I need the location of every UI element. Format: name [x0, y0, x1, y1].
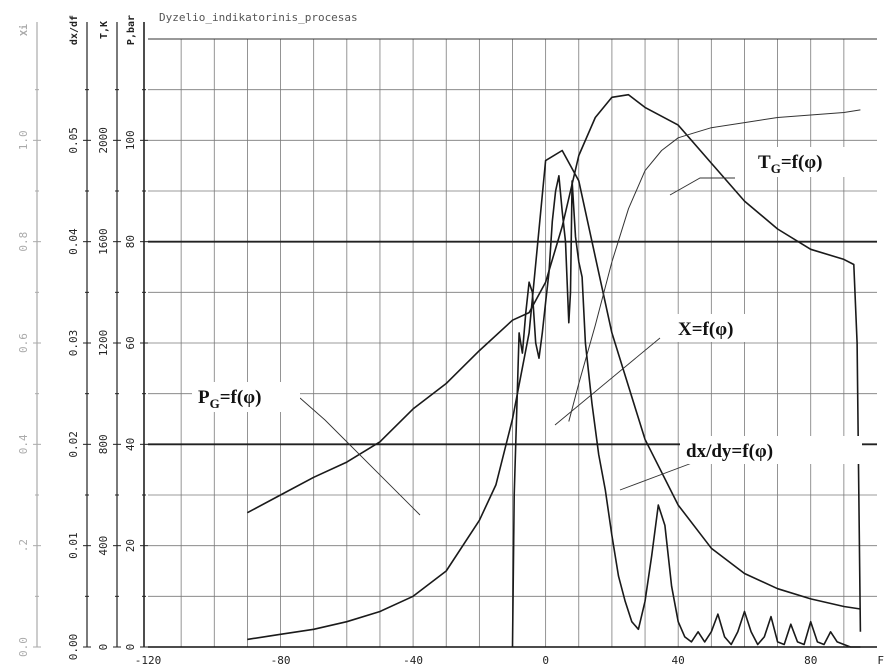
y-tick-label: 1600 [97, 228, 110, 255]
y-tick-label: 80 [124, 235, 137, 248]
annotation-box [192, 382, 300, 412]
annotations: TG=f(φ) X=f(φ) PG=f(φ) dx/dy=f(φ) [192, 147, 864, 464]
x-tick-label: -120 [135, 654, 162, 667]
y-tick-label: 20 [124, 539, 137, 552]
annotation-leader [669, 177, 735, 196]
x-tick-label: 0 [542, 654, 549, 667]
y-tick-label: 100 [124, 130, 137, 150]
y-tick-label: 0.04 [67, 228, 80, 255]
y-tick-label: 800 [97, 434, 110, 454]
annotation-leader [299, 397, 421, 516]
annotation-leaders [299, 177, 735, 516]
chart-title: Dyzelio_indikatorinis_procesas [159, 11, 358, 24]
y-tick-label: 0 [97, 644, 110, 651]
y-tick-label: 40 [124, 438, 137, 451]
y-tick-label: .2 [17, 539, 30, 552]
y-tick-label: 0.8 [17, 232, 30, 252]
annotation-label: X=f(φ) [678, 319, 733, 340]
y-tick-label: 2000 [97, 127, 110, 154]
x-tick-label: 80 [804, 654, 817, 667]
x-tick-label: -80 [271, 654, 291, 667]
y-tick-label: 0.01 [67, 532, 80, 559]
y-tick-label: 1.0 [17, 130, 30, 150]
y-axis-label: Xi [18, 24, 30, 36]
y-axis-label: P,bar [126, 15, 137, 45]
annotation-label: dx/dy=f(φ) [686, 441, 773, 462]
annotation-box [752, 147, 864, 177]
y-tick-label: 0.05 [67, 127, 80, 154]
annotation-box [672, 314, 774, 342]
y-axis-label: T,K [99, 21, 110, 39]
axes: -120 -80 -40 0 40 80 F 0.0 .2 0.4 0.6 0.8 1.0 Xi 0.00 0… [17, 15, 884, 667]
series-line-t_g [247, 93, 862, 632]
y-tick-label: 0.00 [67, 634, 80, 661]
y-axis-label: dx/df [69, 15, 80, 45]
y-tick-label: 0.0 [17, 637, 30, 657]
annotation-leader [619, 459, 701, 491]
y-tick-label: 0 [124, 644, 137, 651]
y-tick-label: 0.02 [67, 431, 80, 458]
annotation-box [680, 436, 862, 464]
y-tick-label: 0.6 [17, 333, 30, 353]
x-tick-label: -40 [403, 654, 423, 667]
y-tick-label: 0.03 [67, 330, 80, 357]
annotation-label: TG=f(φ) [758, 152, 822, 176]
series-line-x [568, 109, 861, 422]
series-lines [247, 93, 862, 648]
x-axis-end-label: F [877, 654, 884, 667]
annotation-leader [554, 337, 661, 426]
y-tick-label: 0.4 [17, 434, 30, 454]
series-line-p_g [247, 149, 861, 641]
grid [148, 38, 877, 648]
series-line-dx-dy [511, 175, 861, 648]
y-tick-label: 1200 [97, 330, 110, 357]
x-tick-label: 40 [672, 654, 685, 667]
y-tick-label: 400 [97, 536, 110, 556]
annotation-label: PG=f(φ) [198, 387, 261, 411]
y-tick-label: 60 [124, 336, 137, 349]
